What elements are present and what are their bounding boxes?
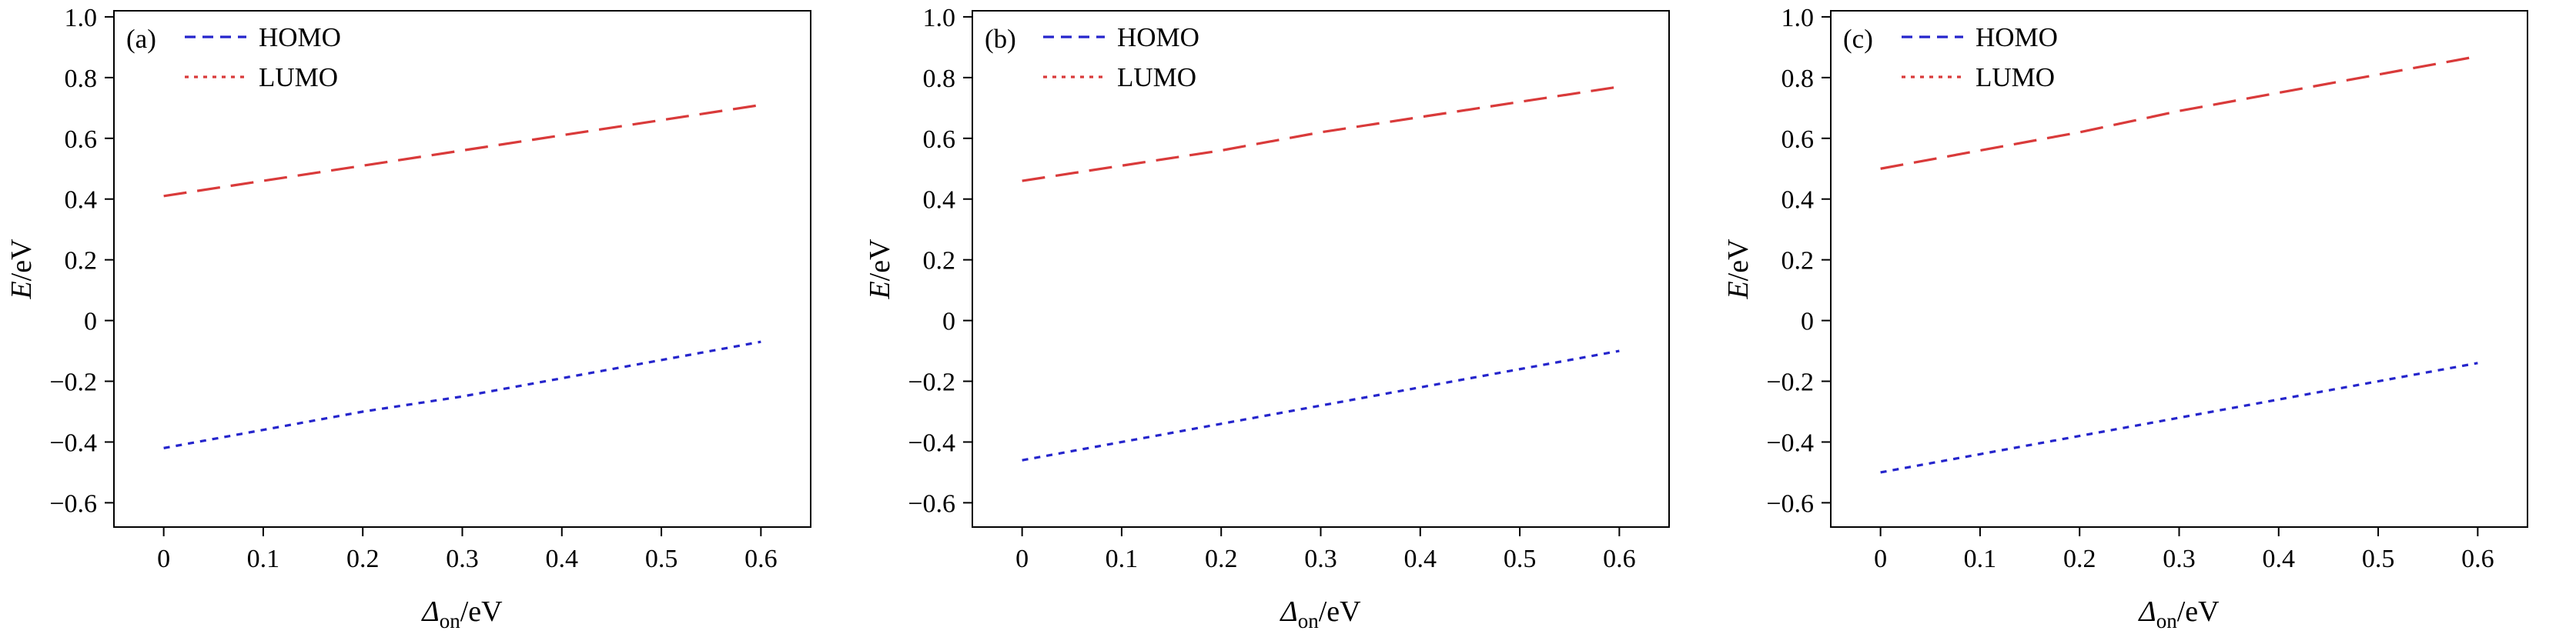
- x-tick-label: 0.2: [1205, 545, 1238, 573]
- x-tick-label: 0.5: [2362, 545, 2395, 573]
- series-line-homo: [1880, 362, 2478, 474]
- y-tick-label: 1.0: [923, 4, 956, 32]
- y-tick-label: 0.4: [65, 186, 98, 215]
- y-tick-label: 0.8: [1781, 65, 1815, 93]
- series-line-lumo: [163, 103, 761, 198]
- series-line-homo: [163, 340, 761, 449]
- y-tick-label: −0.2: [908, 369, 955, 397]
- series-line-homo: [1022, 349, 1620, 462]
- panel-label: (b): [985, 24, 1016, 54]
- y-tick-label: 0.6: [1781, 125, 1815, 154]
- y-axis-label: E/eV: [1722, 239, 1755, 300]
- x-tick-label: 0.2: [346, 545, 380, 573]
- axes-frame: [113, 10, 811, 528]
- y-tick-label: −0.6: [1766, 489, 1814, 518]
- legend-label-homo: HOMO: [259, 22, 341, 52]
- x-tick-label: 0.1: [247, 545, 280, 573]
- y-tick-label: 0.8: [65, 65, 98, 93]
- x-tick-label: 0.3: [2163, 545, 2196, 573]
- legend-label-lumo: LUMO: [259, 62, 338, 92]
- y-axis-label: E/eV: [864, 239, 896, 300]
- y-tick-label: 0.4: [923, 186, 956, 215]
- x-axis-label: Δon/eV: [420, 596, 503, 632]
- x-tick-label: 0.4: [546, 545, 579, 573]
- x-tick-label: 0.2: [2063, 545, 2096, 573]
- x-tick-label: 0.5: [1504, 545, 1537, 573]
- axes-frame: [1830, 10, 2528, 528]
- axes-frame: [972, 10, 1670, 528]
- y-tick-label: −0.6: [908, 489, 955, 518]
- legend-label-homo: HOMO: [1117, 22, 1199, 52]
- y-tick-label: 0: [942, 308, 955, 336]
- x-axis-label: Δon/eV: [2137, 596, 2220, 632]
- chart-panel-a: 0 0.1 0.2 0.3 0.4 0.5 0.6 −0.6 −0.4 −0.2 0 0.2 0.4 0.…: [0, 0, 858, 644]
- x-tick-label: 0.3: [446, 545, 479, 573]
- x-tick-label: 0.1: [1964, 545, 1997, 573]
- chart-svg-c: 0 0.1 0.2 0.3 0.4 0.5 0.6 −0.6 −0.4 −0.2 0 0.2 0.4 0.…: [1722, 4, 2528, 632]
- series-line-lumo: [1880, 55, 2478, 170]
- x-tick-label: 0.5: [645, 545, 678, 573]
- panel-label: (c): [1843, 24, 1873, 54]
- y-tick-label: 0: [1801, 308, 1814, 336]
- y-tick-label: 1.0: [65, 4, 98, 32]
- y-tick-label: −0.2: [1766, 369, 1814, 397]
- y-axis-label: E/eV: [5, 239, 38, 300]
- y-tick-label: 0.2: [65, 247, 98, 275]
- y-tick-label: −0.2: [49, 369, 97, 397]
- x-tick-label: 0.6: [2461, 545, 2494, 573]
- x-tick-label: 0: [157, 545, 170, 573]
- x-tick-label: 0: [1874, 545, 1887, 573]
- x-tick-label: 0.3: [1304, 545, 1337, 573]
- chart-svg-a: 0 0.1 0.2 0.3 0.4 0.5 0.6 −0.6 −0.4 −0.2 0 0.2 0.4 0.…: [5, 4, 811, 632]
- x-tick-label: 0.6: [1603, 545, 1636, 573]
- legend-label-lumo: LUMO: [1975, 62, 2055, 92]
- x-tick-label: 0.4: [1404, 545, 1437, 573]
- chart-svg-b: 0 0.1 0.2 0.3 0.4 0.5 0.6 −0.6 −0.4 −0.2 0 0.2 0.4 0.…: [864, 4, 1670, 632]
- x-axis-label: Δon/eV: [1279, 596, 1361, 632]
- y-tick-label: −0.6: [49, 489, 97, 518]
- y-tick-label: −0.4: [1766, 429, 1814, 457]
- legend-label-homo: HOMO: [1975, 22, 2058, 52]
- y-tick-label: 0.2: [923, 247, 956, 275]
- y-tick-label: 0.6: [923, 125, 956, 154]
- y-tick-label: 0.6: [65, 125, 98, 154]
- y-tick-label: −0.4: [908, 429, 955, 457]
- x-tick-label: 0: [1015, 545, 1029, 573]
- y-tick-label: −0.4: [49, 429, 97, 457]
- y-tick-label: 0.8: [923, 65, 956, 93]
- x-tick-label: 0.4: [2263, 545, 2296, 573]
- x-tick-label: 0.1: [1106, 545, 1139, 573]
- y-tick-label: 0: [84, 308, 97, 336]
- y-tick-label: 0.2: [1781, 247, 1815, 275]
- y-tick-label: 1.0: [1781, 4, 1815, 32]
- legend-label-lumo: LUMO: [1117, 62, 1196, 92]
- chart-panel-b: 0 0.1 0.2 0.3 0.4 0.5 0.6 −0.6 −0.4 −0.2 0 0.2 0.4 0.…: [858, 0, 1717, 644]
- chart-panel-c: 0 0.1 0.2 0.3 0.4 0.5 0.6 −0.6 −0.4 −0.2 0 0.2 0.4 0.…: [1717, 0, 2575, 644]
- panel-label: (a): [126, 24, 156, 54]
- y-tick-label: 0.4: [1781, 186, 1815, 215]
- x-tick-label: 0.6: [744, 545, 778, 573]
- series-line-lumo: [1022, 85, 1620, 182]
